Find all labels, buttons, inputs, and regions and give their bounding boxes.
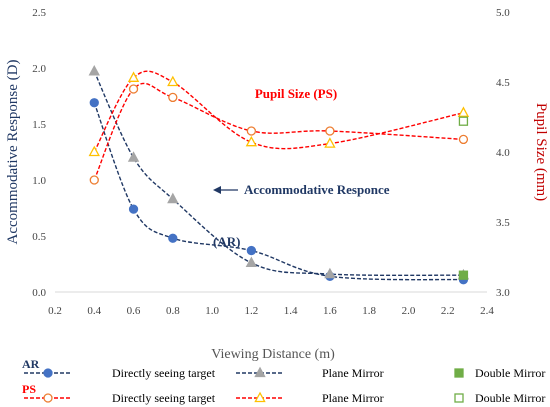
legend: AR Directly seeing target Plane Mirror Doub… — [22, 357, 545, 405]
ar-directly-seeing-target-point — [246, 245, 257, 256]
ar-plane-mirror-point — [88, 64, 100, 76]
ps-plane-mirror-point — [127, 71, 140, 82]
ps-directly-seeing-target-point — [246, 126, 257, 136]
ar-plane-mirror-point — [167, 192, 179, 204]
legend-label: Plane Mirror — [322, 391, 384, 405]
legend-label: Directly seeing target — [112, 366, 216, 380]
legend-label: Double Mirror — [475, 391, 545, 405]
y-left-tick-label: 0.5 — [32, 231, 46, 243]
y-axis-right-label: Pupil Size (mm) — [533, 103, 549, 201]
ar-plane-mirror-point — [127, 151, 140, 162]
x-tick-label: 2.2 — [441, 305, 455, 317]
legend-marker — [43, 368, 53, 378]
legend-marker — [254, 391, 266, 403]
ar-plane-mirror-point — [324, 267, 336, 279]
ar-directly-seeing-target-point — [128, 204, 139, 214]
series-markers — [88, 64, 470, 285]
x-tick-label: 0.6 — [127, 305, 141, 317]
x-tick-label: 1.2 — [244, 305, 258, 317]
ps-plane-mirror-point — [167, 75, 179, 87]
x-tick-label: 0.8 — [166, 305, 180, 317]
x-tick-label: 1.8 — [362, 305, 376, 317]
legend-prefix-ar: AR — [22, 357, 40, 371]
ps-directly-seeing-target-point — [89, 175, 99, 185]
ar-plane-mirror-line — [93, 71, 464, 277]
ps-plane-mirror-point — [245, 135, 258, 147]
y-right-tick-labels: 3.0 3.5 4.0 4.5 5.0 — [496, 7, 510, 299]
plot-area: 0.2 0.4 0.6 0.8 1.0 1.2 1.4 1.6 1.8 2.0 2.2 2.4 0.0… — [32, 7, 510, 317]
y-left-tick-label: 2.5 — [32, 7, 46, 19]
x-tick-labels: 0.2 0.4 0.6 0.8 1.0 1.2 1.4 1.6 1.8 2.0 2.2 2.4 — [48, 305, 494, 317]
x-tick-label: 2.4 — [480, 305, 494, 317]
y-left-tick-label: 0.0 — [32, 287, 46, 299]
x-tick-label: 1.4 — [284, 305, 298, 317]
ps-double-mirror-point — [458, 116, 469, 126]
ar-directly-seeing-target-point — [168, 233, 178, 243]
x-tick-label: 0.2 — [48, 305, 62, 317]
y-left-tick-labels: 0.0 0.5 1.0 1.5 2.0 2.5 — [32, 7, 46, 299]
legend-label: Double Mirror — [475, 366, 545, 380]
y-left-tick-label: 1.0 — [32, 175, 46, 187]
y-right-tick-label: 4.0 — [496, 147, 510, 159]
y-right-tick-label: 3.5 — [496, 217, 510, 229]
ps-directly-seeing-target-point — [458, 134, 469, 145]
legend-marker — [254, 366, 266, 378]
ar-double-mirror-point — [458, 270, 469, 280]
y-left-tick-label: 1.5 — [32, 119, 46, 131]
legend-label: Plane Mirror — [322, 366, 384, 380]
ps-plane-mirror-line — [93, 70, 464, 153]
annotation-ar-abbrev: (AR) — [213, 234, 240, 249]
x-tick-label: 1.6 — [323, 305, 337, 317]
x-tick-label: 2.0 — [402, 305, 416, 317]
x-tick-label: 0.4 — [87, 305, 101, 317]
legend-prefix-ps: PS — [22, 382, 36, 396]
ps-directly-seeing-target-point — [325, 126, 335, 136]
legend-marker — [454, 393, 464, 403]
x-axis-label: Viewing Distance (m) — [211, 347, 335, 362]
ps-directly-seeing-target-point — [128, 84, 139, 94]
x-tick-label: 1.0 — [205, 305, 219, 317]
annotation-accommodative-response: Accommodative Responce — [244, 182, 390, 197]
series-lines — [93, 70, 464, 281]
ps-plane-mirror-point — [324, 137, 336, 148]
y-left-tick-label: 2.0 — [32, 63, 46, 75]
y-right-tick-label: 5.0 — [496, 7, 510, 19]
ps-directly-seeing-target-point — [168, 92, 178, 103]
ar-directly-seeing-target-point — [89, 98, 99, 108]
y-right-tick-label: 4.5 — [496, 77, 510, 89]
y-axis-left-label: Accommodative Response (D) — [5, 60, 21, 245]
legend-label: Directly seeing target — [112, 391, 216, 405]
ar-plane-mirror-point — [245, 256, 258, 268]
y-right-tick-label: 3.0 — [496, 287, 510, 299]
legend-marker — [43, 393, 53, 403]
legend-marker — [454, 368, 464, 378]
annotation-ar-arrow — [213, 186, 238, 194]
ps-plane-mirror-point — [457, 106, 470, 117]
ps-plane-mirror-point — [88, 145, 100, 157]
annotation-pupil-size: Pupil Size (PS) — [255, 86, 337, 101]
